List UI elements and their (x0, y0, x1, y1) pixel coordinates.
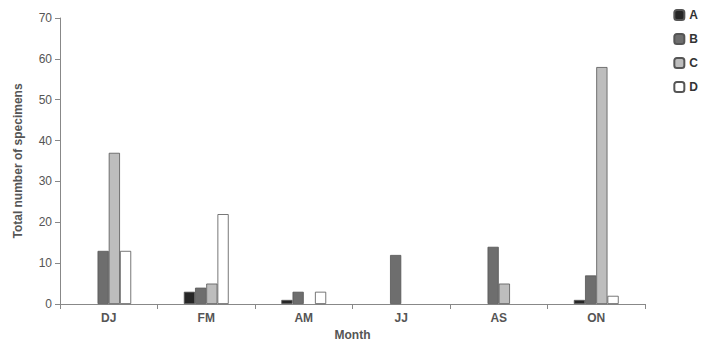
svg-text:20: 20 (39, 215, 53, 229)
svg-text:60: 60 (39, 52, 53, 66)
svg-text:30: 30 (39, 174, 53, 188)
svg-text:B: B (689, 32, 698, 46)
svg-text:FM: FM (198, 311, 215, 325)
svg-text:Total number of specimens: Total number of specimens (11, 83, 25, 238)
svg-text:0: 0 (45, 297, 52, 311)
svg-text:D: D (689, 80, 698, 94)
svg-text:70: 70 (39, 11, 53, 25)
svg-text:JJ: JJ (395, 311, 408, 325)
svg-text:A: A (689, 8, 698, 22)
svg-text:C: C (689, 56, 698, 70)
svg-text:ON: ON (587, 311, 605, 325)
svg-text:AS: AS (490, 311, 507, 325)
svg-text:50: 50 (39, 93, 53, 107)
svg-text:40: 40 (39, 134, 53, 148)
svg-text:Month: Month (335, 328, 371, 342)
svg-text:AM: AM (294, 311, 313, 325)
svg-text:DJ: DJ (101, 311, 116, 325)
svg-text:10: 10 (39, 256, 53, 270)
